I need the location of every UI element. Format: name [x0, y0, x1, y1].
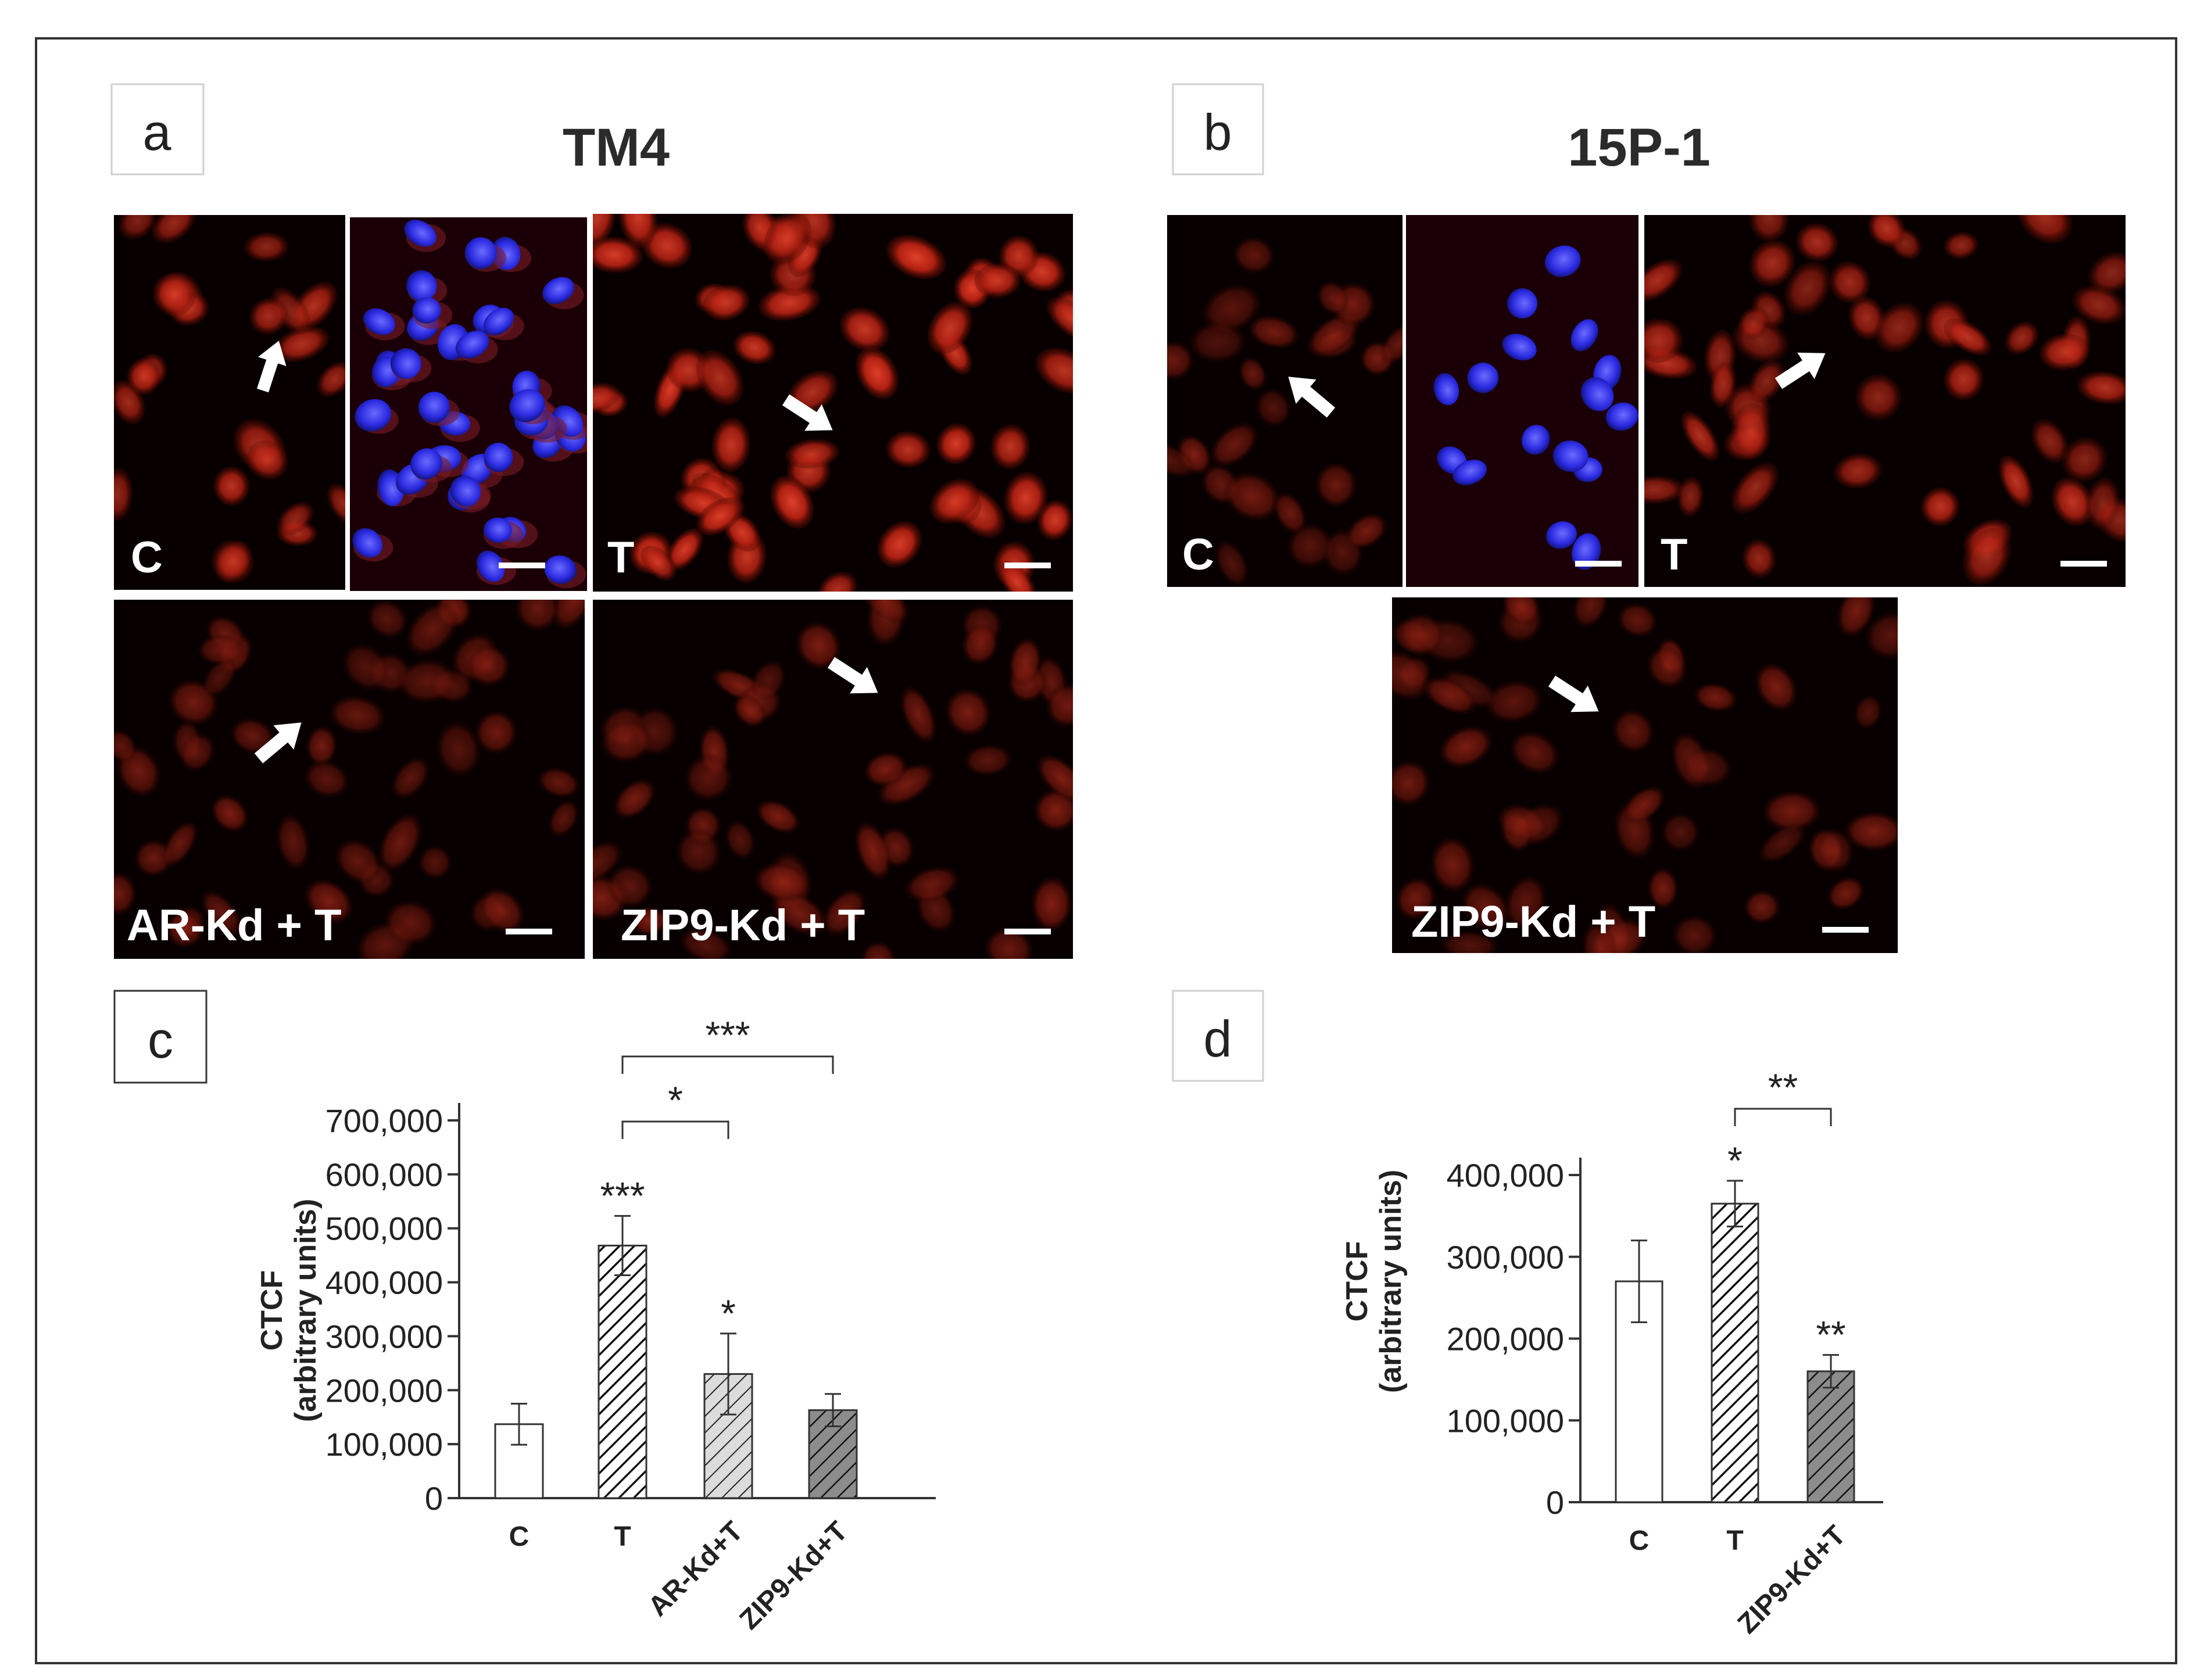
micrograph-b-label-c: C: [1182, 530, 1214, 579]
micrograph-a-zip9kd-t: [593, 600, 1073, 959]
scale-bar: [2060, 561, 2107, 567]
y-axis-label: CTCF(arbitrary units): [255, 1199, 323, 1422]
panel-a-letter: a: [143, 103, 171, 161]
panel-c-letter: c: [148, 1011, 173, 1069]
y-tick-label: 300,000: [1447, 1239, 1564, 1276]
significance-bracket: [621, 1120, 729, 1139]
y-tick-label: 100,000: [1447, 1402, 1564, 1439]
bar: [1711, 1202, 1759, 1503]
scale-bar: [1004, 929, 1051, 934]
significance-bracket: [1734, 1108, 1832, 1126]
significance-label: *: [721, 1292, 736, 1335]
significance-label: ***: [600, 1174, 645, 1217]
panel-b-letter: b: [1204, 103, 1232, 161]
scale-bar: [1822, 927, 1869, 933]
panel-d-letter-box: [1172, 990, 1264, 1082]
y-axis-label: CTCF(arbitrary units): [1340, 1170, 1408, 1393]
panel-b: b 15P-1 C T ZIP9-Kd + T: [1167, 83, 2126, 953]
panel-a: a TM4 C T AR-Kd + T ZIP9-Kd + T: [110, 83, 1073, 959]
micrograph-b-label-t: T: [1661, 530, 1687, 579]
y-tick-label: 200,000: [325, 1372, 443, 1409]
y-tick-label: 0: [425, 1480, 443, 1517]
micrograph-a-label-c: C: [131, 533, 163, 582]
panel-b-letter-box: [1172, 83, 1264, 175]
micrograph-a-testosterone: [593, 214, 1073, 592]
micrograph-b-zip9kd-t: [1392, 597, 1898, 953]
scale-bar: [506, 929, 552, 934]
significance-bracket: [621, 1055, 834, 1074]
micrograph-a-label-zip9: ZIP9-Kd + T: [621, 901, 865, 950]
y-tick-label: 300,000: [325, 1318, 443, 1355]
panel-d: d 0 100,000 200,000 300,000 400,000 CTCF(arbi…: [1172, 990, 1883, 1640]
significance-label: **: [1816, 1313, 1845, 1356]
panel-b-title: 15P-1: [1568, 118, 1711, 177]
figure-frame: [35, 37, 2177, 1664]
y-tick-label: 400,000: [325, 1265, 443, 1301]
category-label: ZIP9-Kd+T: [734, 1516, 854, 1635]
micrograph-b-control-red: [1167, 215, 1403, 587]
scale-bar: [1004, 563, 1051, 568]
micrograph-a-label-t: T: [607, 533, 634, 582]
micrograph-a-label-arkd: AR-Kd + T: [127, 901, 341, 950]
bracket-label: ***: [705, 1013, 750, 1056]
y-tick-label: 400,000: [1447, 1157, 1564, 1194]
bracket-label: **: [1768, 1066, 1798, 1109]
category-label: C: [509, 1521, 530, 1552]
chart-c: 0 100,000 200,000 300,000 400,000 500,000 600,…: [255, 1013, 936, 1636]
micrograph-b-testosterone: [1644, 215, 2126, 587]
category-label: C: [1629, 1525, 1650, 1556]
micrograph-a-control-dapi: [350, 217, 587, 591]
significance-label: *: [1727, 1139, 1743, 1182]
panel-c: c 0 100,000 200,000 300,000 400,000 500,000 60…: [113, 990, 936, 1636]
category-label: AR-Kd+T: [642, 1516, 749, 1622]
y-tick-label: 200,000: [1447, 1321, 1564, 1357]
y-tick-label: 700,000: [325, 1102, 443, 1139]
panel-d-letter: d: [1204, 1010, 1232, 1068]
micrograph-a-control-red: [114, 215, 345, 590]
micrograph-a-arkd-t: [114, 600, 585, 959]
panel-a-letter-box: [110, 83, 205, 175]
y-tick-label: 0: [1546, 1484, 1564, 1521]
y-tick-label: 100,000: [325, 1426, 443, 1463]
bar: [1806, 1370, 1855, 1503]
micrograph-b-label-zip9: ZIP9-Kd + T: [1411, 897, 1655, 947]
category-label: T: [1726, 1525, 1743, 1556]
panel-c-letter-box: [113, 990, 207, 1084]
category-label: ZIP9-Kd+T: [1732, 1520, 1852, 1639]
bracket-label: *: [668, 1079, 683, 1122]
chart-d: 0 100,000 200,000 300,000 400,000 CTCF(arbitr…: [1340, 1066, 1883, 1640]
panel-a-title: TM4: [563, 118, 670, 177]
scale-bar: [1575, 561, 1622, 567]
bar: [598, 1244, 647, 1499]
category-label: T: [614, 1521, 631, 1552]
scale-bar: [499, 563, 545, 568]
y-tick-label: 500,000: [325, 1210, 443, 1247]
y-tick-label: 600,000: [325, 1156, 443, 1193]
micrograph-b-control-dapi: [1406, 215, 1638, 587]
